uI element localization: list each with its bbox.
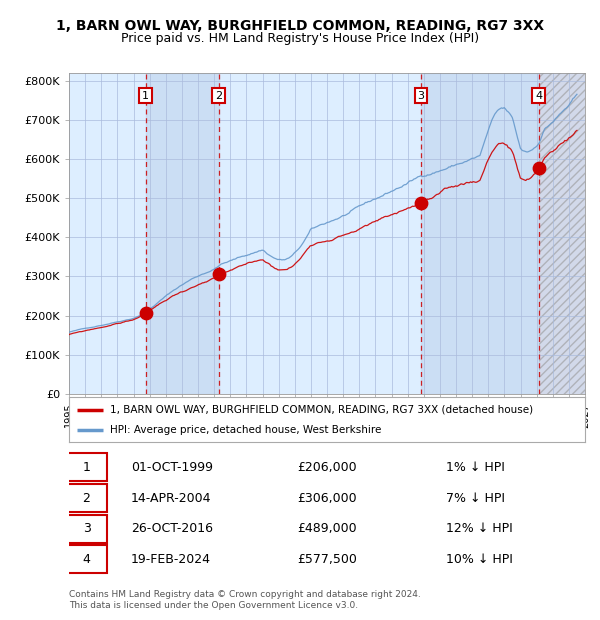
Text: 1, BARN OWL WAY, BURGHFIELD COMMON, READING, RG7 3XX: 1, BARN OWL WAY, BURGHFIELD COMMON, READ…	[56, 19, 544, 33]
Text: 14-APR-2004: 14-APR-2004	[131, 492, 211, 505]
Text: 1% ↓ HPI: 1% ↓ HPI	[446, 461, 505, 474]
Text: 12% ↓ HPI: 12% ↓ HPI	[446, 522, 512, 535]
Text: 4: 4	[535, 91, 542, 100]
Text: 1, BARN OWL WAY, BURGHFIELD COMMON, READING, RG7 3XX (detached house): 1, BARN OWL WAY, BURGHFIELD COMMON, READ…	[110, 405, 533, 415]
Text: 10% ↓ HPI: 10% ↓ HPI	[446, 553, 512, 566]
Text: 01-OCT-1999: 01-OCT-1999	[131, 461, 213, 474]
Text: £577,500: £577,500	[297, 553, 357, 566]
Text: 3: 3	[418, 91, 424, 100]
Text: 2: 2	[215, 91, 222, 100]
Text: 1: 1	[83, 461, 91, 474]
Text: 7% ↓ HPI: 7% ↓ HPI	[446, 492, 505, 505]
Point	[416, 198, 425, 208]
FancyBboxPatch shape	[67, 453, 107, 481]
FancyBboxPatch shape	[67, 546, 107, 574]
Bar	[146, 73, 218, 394]
Bar	[539, 73, 585, 394]
Text: 26-OCT-2016: 26-OCT-2016	[131, 522, 213, 535]
FancyBboxPatch shape	[67, 484, 107, 512]
Text: 4: 4	[83, 553, 91, 566]
Text: 19-FEB-2024: 19-FEB-2024	[131, 553, 211, 566]
FancyBboxPatch shape	[67, 515, 107, 542]
Text: £306,000: £306,000	[297, 492, 357, 505]
Point	[214, 269, 223, 279]
Text: 2: 2	[83, 492, 91, 505]
Text: £489,000: £489,000	[297, 522, 357, 535]
Text: 3: 3	[83, 522, 91, 535]
Text: 1: 1	[142, 91, 149, 100]
Point	[141, 308, 151, 318]
Text: £206,000: £206,000	[297, 461, 357, 474]
Bar	[421, 73, 539, 394]
Text: HPI: Average price, detached house, West Berkshire: HPI: Average price, detached house, West…	[110, 425, 382, 435]
Text: Price paid vs. HM Land Registry's House Price Index (HPI): Price paid vs. HM Land Registry's House …	[121, 32, 479, 45]
Text: Contains HM Land Registry data © Crown copyright and database right 2024.
This d: Contains HM Land Registry data © Crown c…	[69, 590, 421, 609]
Point	[534, 163, 544, 173]
